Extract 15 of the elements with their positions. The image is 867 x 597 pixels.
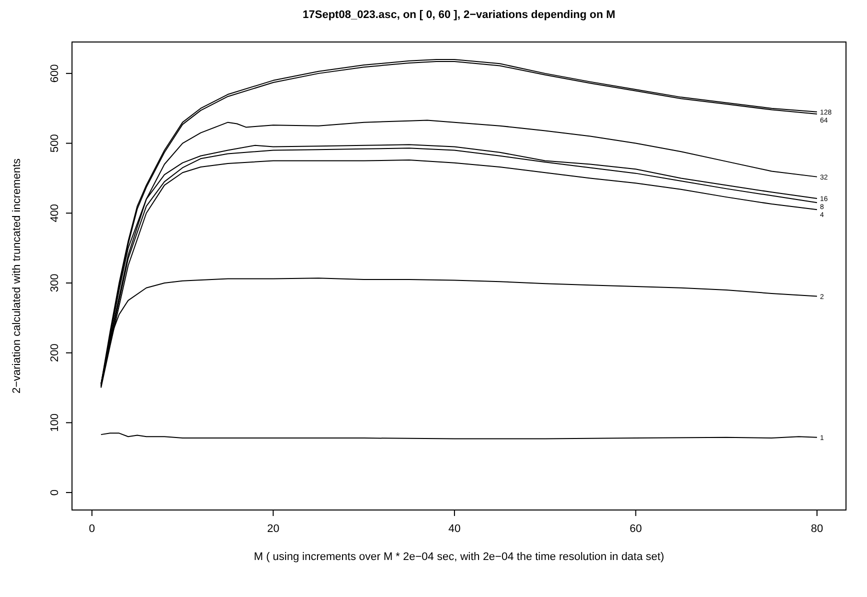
x-tick-label: 20: [267, 523, 280, 535]
x-axis-title: M ( using increments over M * 2e−04 sec, with 2e−04 the time resolution in data set): [254, 551, 664, 563]
y-tick-label: 500: [49, 134, 61, 152]
y-tick-label: 600: [49, 64, 61, 83]
x-tick-label: 80: [810, 523, 824, 535]
x-tick-label: 40: [448, 523, 461, 535]
y-tick-label: 200: [49, 344, 61, 362]
x-tick-label: 0: [88, 523, 95, 535]
y-tick-label: 100: [49, 414, 61, 432]
y-axis-title: 2−variation calculated with truncated increments: [11, 158, 23, 394]
y-tick-label: 400: [49, 204, 61, 222]
x-tick-label: 60: [630, 523, 642, 535]
y-tick-label: 0: [49, 489, 61, 496]
chart-title: 17Sept08_023.asc, on [ 0, 60 ], 2−variations depending on M: [302, 9, 616, 21]
y-tick-label: 300: [49, 274, 61, 292]
